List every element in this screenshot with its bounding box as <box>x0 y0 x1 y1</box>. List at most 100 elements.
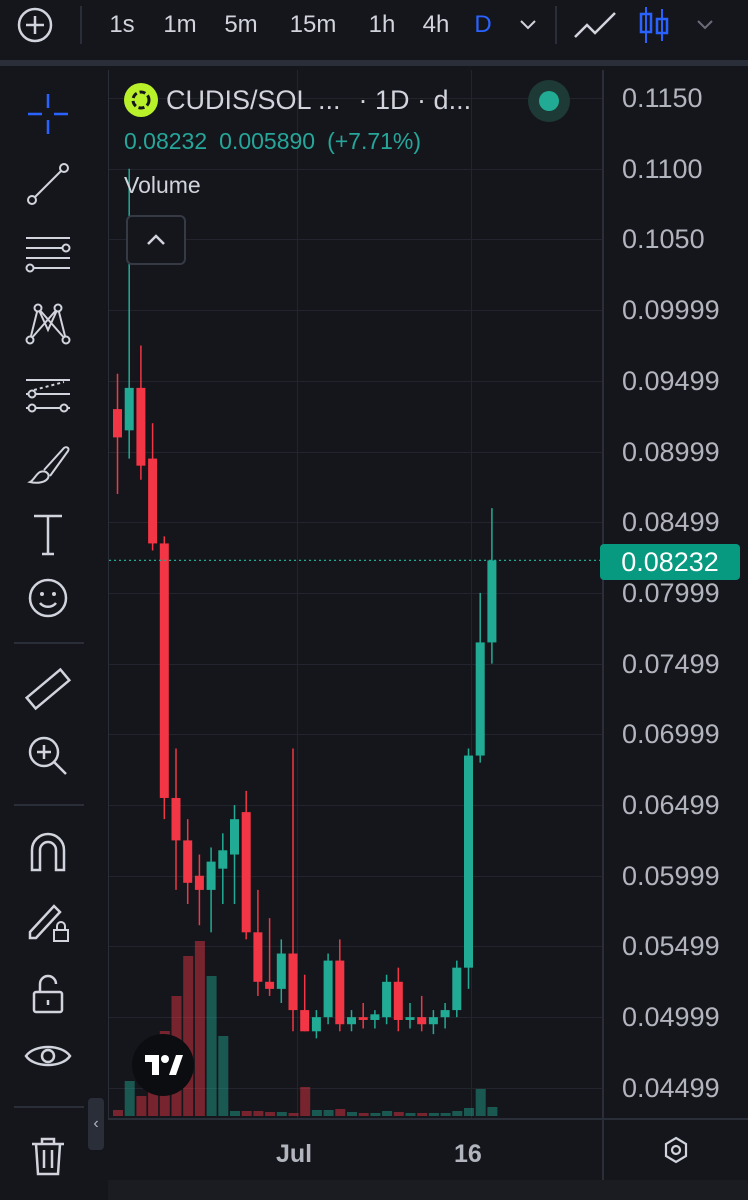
symbol-name: CUDIS/SOL ... <box>166 84 341 115</box>
grid-line <box>471 70 472 1118</box>
eye-icon <box>24 1045 72 1067</box>
measure-tool[interactable] <box>18 660 78 720</box>
candle-chart-button[interactable] <box>634 0 674 50</box>
chevron-down-icon <box>520 20 536 30</box>
volume-bar <box>194 941 205 1116</box>
toolbar-collapse-handle[interactable]: ‹ <box>88 1098 104 1150</box>
candle-body <box>393 981 403 1020</box>
pencil-lock-icon <box>28 904 69 942</box>
fib-tool[interactable] <box>18 224 78 284</box>
pattern-tool[interactable] <box>18 294 78 354</box>
toolbar-divider <box>80 6 82 44</box>
volume-bar <box>464 1108 474 1116</box>
hide-drawings-tool[interactable] <box>18 1026 78 1086</box>
toolbar-divider <box>555 6 557 44</box>
tv-logo-icon <box>145 1055 183 1075</box>
grid-line <box>109 946 603 948</box>
price-tick: 0.08999 <box>622 436 720 467</box>
volume-bar <box>323 1110 334 1116</box>
interval-1h[interactable]: 1h <box>368 11 396 38</box>
line-chart-icon <box>574 12 616 38</box>
forecast-tool[interactable] <box>18 364 78 424</box>
market-status-indicator[interactable] <box>528 80 570 122</box>
candle-body <box>230 819 239 855</box>
lock-drawing-tool[interactable] <box>18 892 78 952</box>
line-chart-button[interactable] <box>570 0 620 50</box>
zoom-tool[interactable] <box>18 726 78 786</box>
unlock-icon <box>32 974 64 1014</box>
plus-circle-icon <box>17 7 53 43</box>
volume-bar <box>335 1109 346 1116</box>
brush-tool[interactable] <box>18 434 78 494</box>
grid-line <box>109 522 603 524</box>
text-tool[interactable] <box>18 504 78 564</box>
interval-15m[interactable]: 15m <box>289 11 337 38</box>
price-tick: 0.05499 <box>622 931 720 962</box>
current-price-label: 0.08232 <box>600 544 740 580</box>
smiley-icon <box>28 578 68 618</box>
grid-line <box>109 1087 603 1089</box>
tradingview-logo[interactable] <box>132 1034 194 1096</box>
top-toolbar: 1s 1m 5m 15m 1h 4h D <box>0 0 748 50</box>
interval-1s[interactable]: 1s <box>109 11 135 38</box>
interval-5m[interactable]: 5m <box>224 11 258 38</box>
volume-bar <box>358 1113 369 1116</box>
brush-icon <box>27 446 70 484</box>
volume-bar <box>300 1087 311 1116</box>
candle-body <box>218 850 228 869</box>
chart-pane[interactable] <box>108 70 603 1118</box>
collapse-legend-button[interactable] <box>126 215 186 265</box>
volume-bar <box>405 1113 416 1116</box>
time-axis[interactable]: Jul 16 <box>108 1118 602 1180</box>
candle-body <box>300 1010 310 1032</box>
volume-bar <box>452 1111 463 1116</box>
candle-body <box>464 755 473 968</box>
interval-info: · 1D · d... <box>358 84 472 115</box>
interval-d[interactable]: D <box>474 11 492 38</box>
grid-line <box>109 451 603 453</box>
crosshair-tool[interactable] <box>18 84 78 144</box>
candle-body <box>171 797 181 841</box>
price-tick: 0.05999 <box>622 860 720 891</box>
candle-body <box>183 840 193 883</box>
add-symbol-button[interactable] <box>10 0 60 50</box>
price-legend: 0.08232 0.005890 (+7.71%) <box>124 128 421 155</box>
magnet-tool[interactable] <box>18 822 78 882</box>
pattern-icon <box>25 303 71 345</box>
price-change-pct: (+7.71%) <box>327 128 422 154</box>
volume-bar <box>253 1111 264 1116</box>
trend-line-tool[interactable] <box>18 154 78 214</box>
candle-body <box>405 1017 415 1020</box>
interval-dropdown[interactable] <box>510 0 546 50</box>
candle-body <box>241 812 251 933</box>
candle-body <box>136 387 146 466</box>
volume-bar <box>230 1111 240 1116</box>
price-tick: 0.1050 <box>622 224 705 255</box>
candle-body <box>475 642 485 756</box>
lock-all-tool[interactable] <box>18 964 78 1024</box>
interval-1m[interactable]: 1m <box>163 11 197 38</box>
candle-body <box>288 953 298 1011</box>
volume-bar <box>206 976 217 1116</box>
grid-line <box>109 98 603 99</box>
chart-type-dropdown[interactable] <box>690 0 720 50</box>
candle-body <box>358 1017 368 1020</box>
emoji-tool[interactable] <box>18 568 78 628</box>
crosshair-icon <box>28 94 68 134</box>
toolbar-divider <box>14 804 84 806</box>
zoom-in-icon <box>28 736 67 775</box>
volume-label: Volume <box>124 172 201 198</box>
candle-body <box>382 981 392 1018</box>
candle-body <box>440 1010 450 1018</box>
grid-line <box>109 592 603 594</box>
magnet-icon <box>30 832 66 872</box>
remove-drawings-tool[interactable] <box>18 1126 78 1186</box>
price-tick: 0.07999 <box>622 577 720 608</box>
interval-4h[interactable]: 4h <box>422 11 450 38</box>
volume-bar <box>347 1112 357 1116</box>
price-tick: 0.09499 <box>622 365 720 396</box>
symbol-legend[interactable]: CUDIS/SOL ... · 1D · d... <box>124 80 471 120</box>
price-axis[interactable]: 0.1150 0.1100 0.1050 0.09999 0.09499 0.08999 0… <box>602 70 748 1118</box>
price-tick: 0.1150 <box>622 83 703 113</box>
chart-settings-button[interactable] <box>602 1118 748 1180</box>
